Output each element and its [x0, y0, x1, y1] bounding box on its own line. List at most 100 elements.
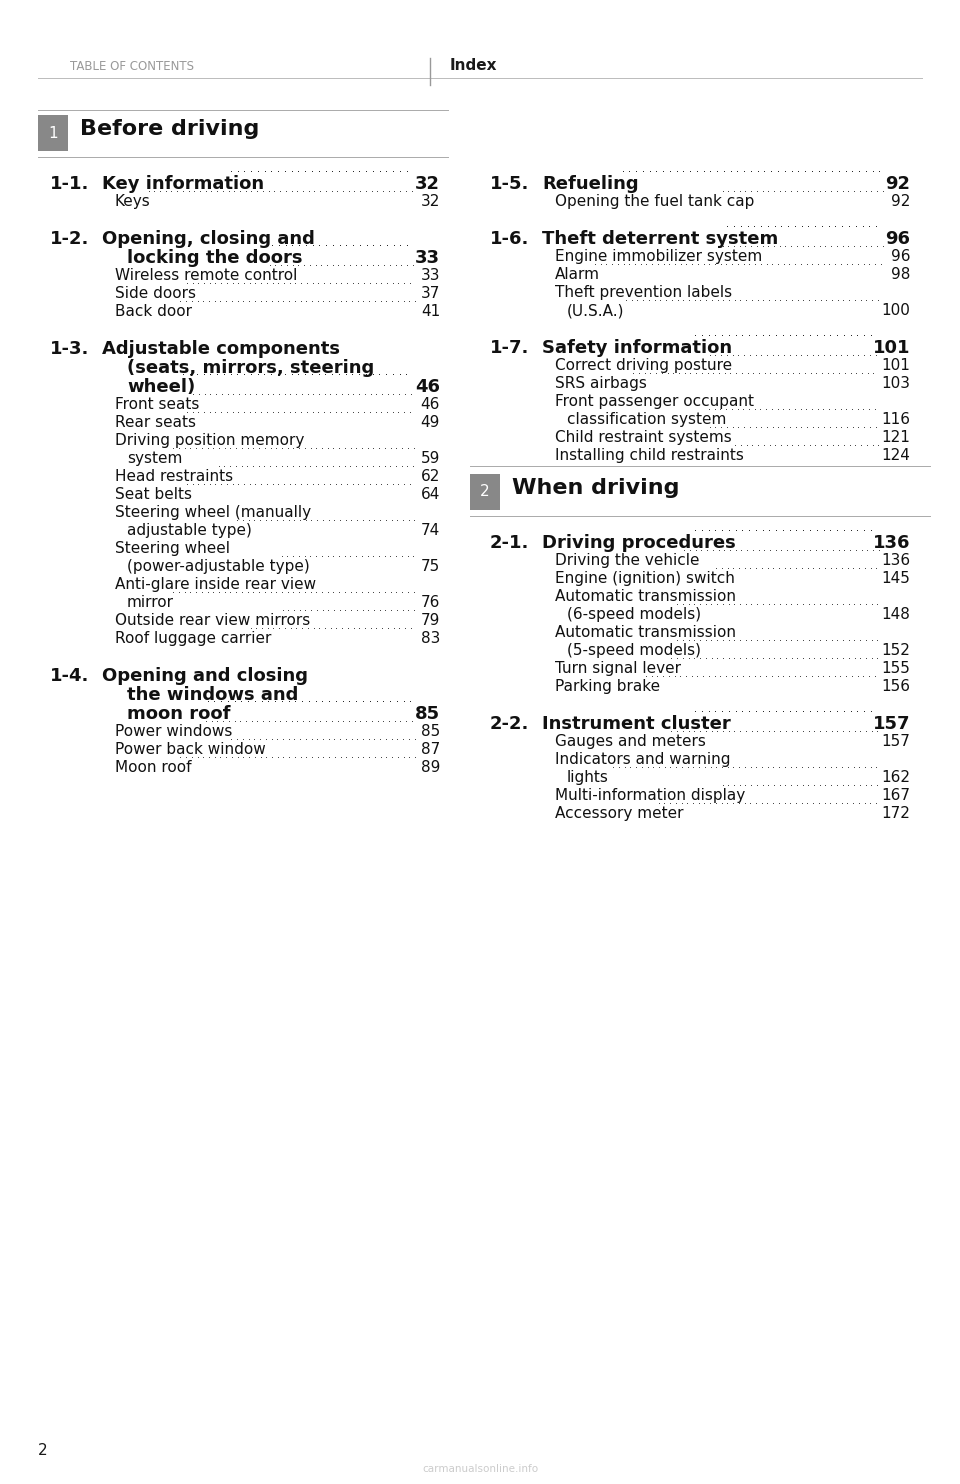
Text: Anti-glare inside rear view: Anti-glare inside rear view — [115, 577, 316, 592]
Text: 1: 1 — [48, 126, 58, 141]
Text: Power back window: Power back window — [115, 742, 266, 757]
Text: Automatic transmission: Automatic transmission — [555, 625, 736, 640]
Text: Refueling: Refueling — [542, 175, 638, 193]
Text: 46: 46 — [420, 398, 440, 413]
Text: TABLE OF CONTENTS: TABLE OF CONTENTS — [70, 59, 194, 73]
Text: 2: 2 — [38, 1442, 48, 1457]
Text: Wireless remote control: Wireless remote control — [115, 269, 298, 283]
Text: 157: 157 — [873, 715, 910, 733]
Text: 136: 136 — [881, 554, 910, 568]
Text: adjustable type): adjustable type) — [127, 522, 252, 539]
Text: Adjustable components: Adjustable components — [102, 340, 340, 358]
Text: 41: 41 — [420, 304, 440, 319]
Text: Turn signal lever: Turn signal lever — [555, 660, 681, 677]
Text: lights: lights — [567, 770, 609, 785]
Text: 98: 98 — [891, 267, 910, 282]
Text: Theft deterrent system: Theft deterrent system — [542, 230, 779, 248]
Text: Driving the vehicle: Driving the vehicle — [555, 554, 700, 568]
Text: Child restraint systems: Child restraint systems — [555, 430, 732, 445]
Text: moon roof: moon roof — [127, 705, 230, 723]
Text: 1-1.: 1-1. — [50, 175, 89, 193]
Text: 2: 2 — [480, 484, 490, 500]
Text: Outside rear view mirrors: Outside rear view mirrors — [115, 613, 310, 628]
Text: Multi-information display: Multi-information display — [555, 788, 745, 803]
Text: Seat belts: Seat belts — [115, 487, 192, 502]
Text: Steering wheel: Steering wheel — [115, 542, 230, 556]
Text: Keys: Keys — [115, 194, 151, 209]
Text: 87: 87 — [420, 742, 440, 757]
Text: (6-speed models): (6-speed models) — [567, 607, 701, 622]
Text: Parking brake: Parking brake — [555, 680, 660, 695]
Text: Key information: Key information — [102, 175, 264, 193]
Text: 64: 64 — [420, 487, 440, 502]
Text: Instrument cluster: Instrument cluster — [542, 715, 731, 733]
Text: 1-3.: 1-3. — [50, 340, 89, 358]
Text: mirror: mirror — [127, 595, 174, 610]
Text: the windows and: the windows and — [127, 686, 299, 703]
Text: 101: 101 — [881, 358, 910, 372]
Text: 167: 167 — [881, 788, 910, 803]
Text: 49: 49 — [420, 416, 440, 430]
Text: 33: 33 — [420, 269, 440, 283]
Text: 103: 103 — [881, 375, 910, 390]
Text: Installing child restraints: Installing child restraints — [555, 448, 744, 463]
Text: Roof luggage carrier: Roof luggage carrier — [115, 631, 272, 646]
Text: 1-6.: 1-6. — [490, 230, 529, 248]
Text: Moon roof: Moon roof — [115, 760, 191, 775]
Text: 1-7.: 1-7. — [490, 338, 529, 358]
Text: Opening the fuel tank cap: Opening the fuel tank cap — [555, 194, 755, 209]
Text: 33: 33 — [415, 249, 440, 267]
Text: 85: 85 — [415, 705, 440, 723]
Text: Gauges and meters: Gauges and meters — [555, 735, 706, 749]
Text: Steering wheel (manually: Steering wheel (manually — [115, 505, 311, 519]
Text: Automatic transmission: Automatic transmission — [555, 589, 736, 604]
Text: 79: 79 — [420, 613, 440, 628]
Text: Engine (ignition) switch: Engine (ignition) switch — [555, 571, 734, 586]
Text: 85: 85 — [420, 724, 440, 739]
Text: 92: 92 — [891, 194, 910, 209]
Text: 83: 83 — [420, 631, 440, 646]
Text: 89: 89 — [420, 760, 440, 775]
Text: 162: 162 — [881, 770, 910, 785]
Text: Back door: Back door — [115, 304, 192, 319]
Bar — [470, 473, 500, 510]
Text: locking the doors: locking the doors — [127, 249, 302, 267]
Text: Safety information: Safety information — [542, 338, 732, 358]
Text: (5-speed models): (5-speed models) — [567, 643, 701, 657]
Text: When driving: When driving — [512, 478, 680, 499]
Text: 121: 121 — [881, 430, 910, 445]
Text: 75: 75 — [420, 559, 440, 574]
Text: Driving position memory: Driving position memory — [115, 433, 304, 448]
Text: 74: 74 — [420, 522, 440, 539]
Text: Before driving: Before driving — [80, 119, 259, 139]
Text: Engine immobilizer system: Engine immobilizer system — [555, 249, 762, 264]
Text: 172: 172 — [881, 806, 910, 821]
Text: Head restraints: Head restraints — [115, 469, 233, 484]
Text: 96: 96 — [891, 249, 910, 264]
Text: 1-4.: 1-4. — [50, 666, 89, 686]
Text: Front seats: Front seats — [115, 398, 200, 413]
Text: system: system — [127, 451, 182, 466]
Text: 157: 157 — [881, 735, 910, 749]
Text: classification system: classification system — [567, 413, 727, 427]
Text: 1-5.: 1-5. — [490, 175, 529, 193]
Text: 32: 32 — [420, 194, 440, 209]
Text: 96: 96 — [885, 230, 910, 248]
Text: 1-2.: 1-2. — [50, 230, 89, 248]
Text: 92: 92 — [885, 175, 910, 193]
Text: 37: 37 — [420, 286, 440, 301]
Text: 136: 136 — [873, 534, 910, 552]
Text: 155: 155 — [881, 660, 910, 677]
Text: wheel): wheel) — [127, 378, 195, 396]
Text: 2-1.: 2-1. — [490, 534, 529, 552]
Text: Indicators and warning: Indicators and warning — [555, 752, 731, 767]
Text: 101: 101 — [873, 338, 910, 358]
Text: carmanualsonline.info: carmanualsonline.info — [422, 1465, 538, 1474]
Text: Opening, closing and: Opening, closing and — [102, 230, 315, 248]
Text: Driving procedures: Driving procedures — [542, 534, 735, 552]
Text: (power-adjustable type): (power-adjustable type) — [127, 559, 310, 574]
Text: 100: 100 — [881, 303, 910, 318]
Text: Alarm: Alarm — [555, 267, 600, 282]
Text: Rear seats: Rear seats — [115, 416, 196, 430]
Text: 156: 156 — [881, 680, 910, 695]
